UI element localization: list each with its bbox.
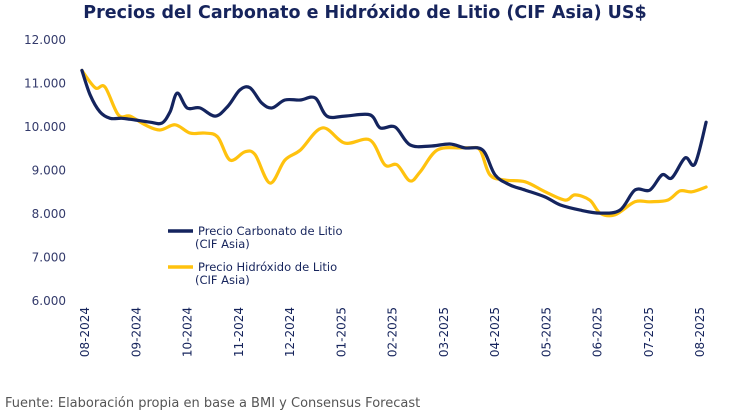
x-tick-label: 02-2025 <box>386 307 400 357</box>
x-tick-label: 06-2025 <box>591 307 605 357</box>
y-tick-label: 11.000 <box>24 77 66 91</box>
y-tick-label: 7.000 <box>32 251 66 265</box>
x-axis-ticks: 08-2024 09-2024 10-2024 11-2024 12-2024 01-20… <box>78 307 707 357</box>
y-tick-label: 9.000 <box>32 164 66 178</box>
y-tick-label: 10.000 <box>24 120 66 134</box>
chart-title: Precios del Carbonato e Hidróxido de Lit… <box>83 3 647 23</box>
x-tick-label: 09-2024 <box>129 307 143 357</box>
legend-label-hidroxido: Precio Hidróxido de Litio <box>198 260 337 274</box>
series-line-hidroxido <box>80 68 708 218</box>
x-tick-label: 08-2025 <box>693 307 707 357</box>
x-tick-label: 05-2025 <box>539 307 553 357</box>
x-tick-label: 01-2025 <box>334 307 348 357</box>
y-axis-ticks: 6.000 7.000 8.000 9.000 10.000 11.000 12.000 <box>24 33 66 308</box>
x-tick-label: 08-2024 <box>78 307 92 357</box>
y-tick-label: 12.000 <box>24 33 66 47</box>
source-note: Fuente: Elaboración propia en base a BMI… <box>5 396 421 411</box>
x-tick-label: 07-2025 <box>642 307 656 357</box>
legend-label-carbonato-sub: (CIF Asia) <box>195 237 250 251</box>
legend: Precio Carbonato de Litio (CIF Asia) Pre… <box>168 224 343 287</box>
y-tick-label: 6.000 <box>32 294 66 308</box>
legend-label-hidroxido-sub: (CIF Asia) <box>195 273 250 287</box>
x-tick-label: 04-2025 <box>488 307 502 357</box>
series-lines <box>80 68 708 218</box>
y-tick-label: 8.000 <box>32 207 66 221</box>
x-tick-label: 12-2024 <box>283 307 297 357</box>
x-tick-label: 03-2025 <box>437 307 451 357</box>
x-tick-label: 10-2024 <box>181 307 195 357</box>
x-tick-label: 11-2024 <box>232 307 246 357</box>
legend-label-carbonato: Precio Carbonato de Litio <box>198 224 343 238</box>
series-line-carbonato <box>80 68 708 215</box>
